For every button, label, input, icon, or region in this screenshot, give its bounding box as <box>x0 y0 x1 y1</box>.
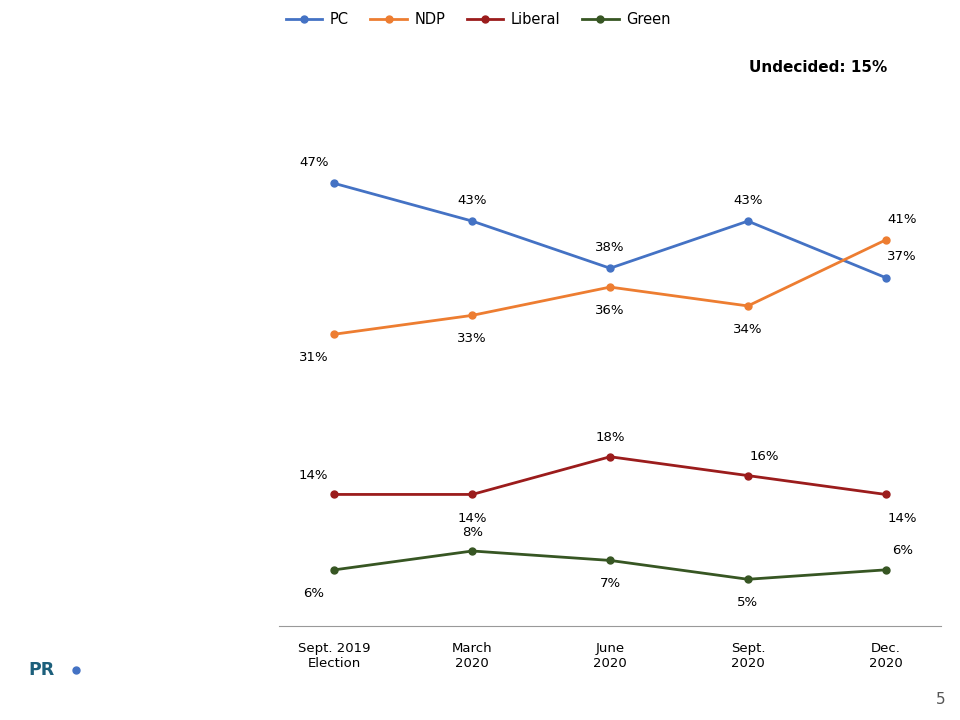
Text: 8%: 8% <box>462 526 483 539</box>
Text: Q1/2. “If a provincial election were
held tomorrow, which party’s
candidate woul: Q1/2. “If a provincial election were hel… <box>19 385 211 510</box>
Text: 7%: 7% <box>599 577 621 590</box>
Text: 5%: 5% <box>737 596 758 609</box>
Bar <box>16 649 67 689</box>
Text: 18%: 18% <box>595 431 625 444</box>
Text: 47%: 47% <box>300 156 328 169</box>
Text: Base: All respondents (N=1,000): Base: All respondents (N=1,000) <box>19 637 220 650</box>
Text: 33%: 33% <box>458 333 487 346</box>
Text: NDP TAKES
PROVINCE-WIDE
LEAD FOR FIRST
TIME SINCE 2016: NDP TAKES PROVINCE-WIDE LEAD FOR FIRST T… <box>19 22 271 136</box>
Text: 36%: 36% <box>595 304 625 317</box>
Text: 14%: 14% <box>887 511 917 524</box>
Text: PR: PR <box>29 661 55 678</box>
Text: 34%: 34% <box>733 323 762 336</box>
Text: 41%: 41% <box>887 212 917 226</box>
Text: PROVINCIAL  PARTY
SUPPORT  IN
MANITOBA:  TRACKING: PROVINCIAL PARTY SUPPORT IN MANITOBA: TR… <box>19 302 227 355</box>
Text: 43%: 43% <box>733 194 762 207</box>
Text: 37%: 37% <box>887 251 917 264</box>
Text: 31%: 31% <box>299 351 328 364</box>
Text: 6%: 6% <box>892 544 913 557</box>
Legend: PC, NDP, Liberal, Green: PC, NDP, Liberal, Green <box>280 6 677 33</box>
Text: 6%: 6% <box>303 587 324 600</box>
Text: 5: 5 <box>936 692 946 707</box>
Text: Undecided: 15%: Undecided: 15% <box>749 60 888 75</box>
Text: 14%: 14% <box>300 469 328 482</box>
Text: 43%: 43% <box>458 194 487 207</box>
Text: 16%: 16% <box>750 450 780 463</box>
Text: OBE RESEARCH INC.: OBE RESEARCH INC. <box>85 662 251 677</box>
Text: 14%: 14% <box>458 511 487 524</box>
Text: 38%: 38% <box>595 241 625 254</box>
